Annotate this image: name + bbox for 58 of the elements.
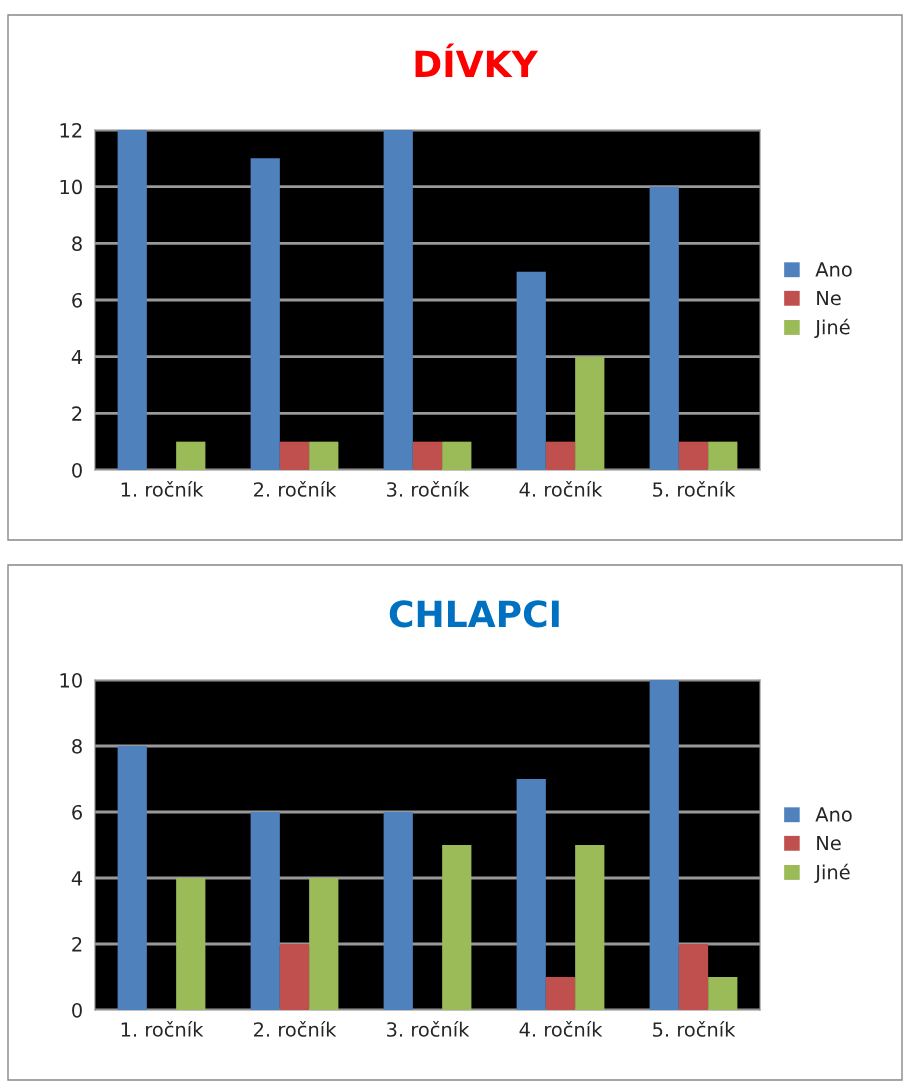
bar: [117, 130, 147, 470]
x-tick-label: 5. ročník: [653, 1021, 736, 1037]
x-tick-label: 5. ročník: [653, 481, 736, 497]
y-tick-label: 10: [60, 672, 82, 688]
y-tick-label: 6: [72, 804, 82, 820]
bar: [309, 441, 339, 470]
bar: [708, 977, 738, 1010]
bar: [412, 441, 443, 470]
bar: [442, 441, 472, 470]
y-tick-label: 6: [72, 292, 82, 308]
bar: [575, 356, 605, 470]
x-tick-label: 4. ročník: [519, 481, 603, 497]
bar: [442, 845, 472, 1010]
y-tick-label: 2: [72, 406, 82, 421]
x-tick-label: 2. ročník: [253, 481, 337, 497]
bar: [250, 158, 280, 470]
bar: [649, 680, 679, 1010]
y-tick-label: 8: [72, 738, 82, 754]
bar: [516, 779, 546, 1010]
legend-label: Ano: [815, 807, 852, 822]
y-tick-label: 4: [71, 349, 83, 365]
legend-label: Ne: [817, 835, 841, 851]
bar: [176, 441, 206, 470]
bar: [309, 878, 339, 1010]
bar: [383, 812, 413, 1010]
bar: [117, 746, 147, 1010]
bar: [708, 441, 738, 470]
x-tick-label: 1. ročník: [121, 481, 204, 497]
legend-label: Ano: [815, 262, 852, 277]
bar: [545, 977, 576, 1010]
bar: [383, 130, 413, 470]
bar: [176, 878, 206, 1010]
x-tick-label: 2. ročník: [253, 1021, 337, 1037]
bar: [250, 812, 280, 1010]
x-tick-label: 1. ročník: [121, 1021, 204, 1037]
bar: [516, 271, 546, 470]
y-tick-label: 8: [72, 236, 82, 251]
bar: [279, 944, 310, 1010]
y-tick-label: 2: [72, 936, 82, 952]
bar: [575, 845, 605, 1010]
bar: [545, 441, 576, 470]
x-tick-label: 4. ročník: [519, 1021, 603, 1037]
chart-title: CHLAPCI: [389, 600, 559, 628]
bar: [279, 441, 310, 470]
y-tick-label: 0: [72, 462, 82, 478]
chart-title: DÍVKY: [415, 43, 539, 77]
y-tick-label: 4: [71, 871, 83, 886]
legend-label: Ne: [817, 290, 841, 306]
bar: [678, 944, 709, 1010]
y-tick-label: 0: [72, 1002, 82, 1018]
y-tick-label: 12: [60, 122, 82, 138]
bar: [649, 186, 679, 470]
x-tick-label: 3. ročník: [387, 1021, 470, 1037]
x-tick-label: 3. ročník: [387, 481, 470, 497]
y-tick-label: 10: [60, 179, 82, 195]
legend-label: Jiné: [814, 318, 850, 339]
bar: [678, 441, 709, 470]
legend-label: Jiné: [814, 863, 850, 884]
